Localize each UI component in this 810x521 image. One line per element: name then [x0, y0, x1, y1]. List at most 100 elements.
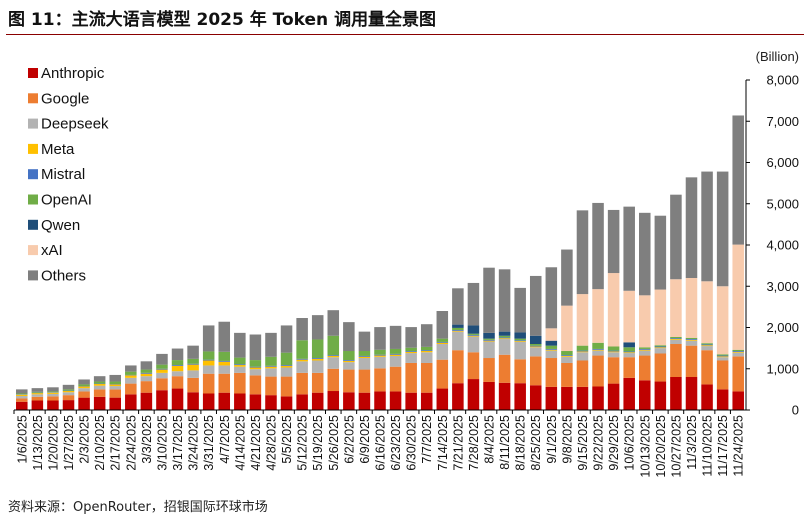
bar-segment-mistral-28	[452, 329, 464, 331]
bar-segment-meta-21	[343, 360, 355, 363]
x-tick-label: 3/10/2025	[155, 415, 169, 471]
bar-segment-mistral-40	[639, 348, 651, 350]
bar-segment-openai-23	[374, 349, 386, 355]
bar-segment-deepseek-5	[93, 385, 106, 390]
bar-segment-mistral-14	[234, 364, 246, 366]
bar-segment-openai-36	[576, 345, 589, 351]
bar-segment-deepseek-42	[670, 339, 682, 345]
bar-segment-meta-31	[498, 338, 511, 340]
source-note: 资料来源：OpenRouter，招银国际环球市场	[8, 500, 268, 515]
bar-segment-google-38	[607, 357, 620, 384]
bar-segment-mistral-23	[374, 354, 386, 356]
legend-label-google: Google	[41, 90, 89, 107]
bar-segment-anthropic-46	[732, 391, 744, 410]
bar-segment-openai-45	[716, 354, 729, 356]
legend-swatch-anthropic	[28, 68, 38, 78]
x-tick-label: 4/21/2025	[249, 415, 263, 471]
bar-segment-others-21	[343, 322, 355, 352]
bar-segment-anthropic-9	[156, 390, 168, 410]
bar-segment-anthropic-39	[623, 377, 635, 410]
bar-segment-xai-39	[623, 290, 635, 343]
bar-segment-anthropic-29	[467, 379, 480, 410]
x-tick-label: 1/20/2025	[46, 415, 60, 471]
bar-segment-google-32	[514, 359, 526, 384]
x-tick-label: 2/3/2025	[78, 415, 92, 464]
x-tick-label: 4/28/2025	[264, 415, 278, 471]
x-tick-label: 1/27/2025	[62, 415, 76, 471]
bar-segment-google-11	[187, 377, 199, 393]
bar-segment-deepseek-12	[202, 365, 215, 374]
bar-segment-openai-1	[31, 391, 44, 393]
bar-segment-openai-40	[639, 347, 651, 349]
bar-segment-openai-11	[187, 358, 199, 364]
bar-segment-mistral-17	[280, 365, 293, 366]
bar-segment-google-36	[576, 360, 589, 387]
bar-segment-google-2	[47, 396, 59, 401]
bar-segment-deepseek-31	[498, 339, 511, 355]
bar-segment-google-20	[327, 368, 340, 392]
bar-segment-openai-22	[358, 351, 371, 356]
bar-segment-others-27	[436, 311, 449, 339]
title-divider	[6, 34, 804, 35]
bar-segment-deepseek-16	[265, 368, 277, 377]
bar-segment-openai-30	[483, 338, 495, 340]
bar-segment-google-26	[420, 362, 433, 393]
bar-segment-qwen-31	[498, 331, 511, 336]
bar-segment-others-18	[296, 318, 308, 341]
bar-segment-mistral-8	[140, 372, 153, 374]
bar-segment-anthropic-38	[607, 383, 620, 410]
bar-segment-google-22	[358, 369, 371, 393]
x-tick-label: 9/15/2025	[576, 415, 590, 471]
bar-segment-openai-17	[280, 352, 293, 366]
bar-segment-others-3	[62, 384, 75, 390]
bar-segment-anthropic-45	[716, 389, 729, 411]
bar-segment-meta-30	[483, 340, 495, 342]
bar-segment-google-6	[109, 389, 121, 398]
bar-segment-mistral-20	[327, 355, 340, 356]
bar-segment-anthropic-23	[374, 391, 386, 410]
bar-segment-google-27	[436, 359, 449, 389]
bar-segment-others-8	[140, 361, 153, 370]
bar-segment-deepseek-35	[561, 356, 573, 363]
bar-segment-google-40	[639, 355, 651, 381]
bar-segment-others-17	[280, 325, 293, 353]
bar-segment-deepseek-29	[467, 336, 480, 353]
bar-segment-mistral-10	[171, 365, 184, 366]
bar-segment-google-0	[16, 398, 28, 402]
bar-segment-google-10	[171, 376, 184, 389]
bar-segment-deepseek-30	[483, 341, 495, 359]
bar-segment-meta-23	[374, 355, 386, 357]
bar-segment-mistral-46	[732, 351, 744, 352]
y-tick-label: 3,000	[766, 279, 799, 294]
bar-segment-others-32	[514, 287, 526, 333]
bar-segment-deepseek-10	[171, 371, 184, 377]
legend-label-openai: OpenAI	[41, 192, 92, 209]
bar-segment-anthropic-3	[62, 400, 75, 410]
bar-segment-openai-37	[592, 342, 604, 349]
bar-segment-mistral-39	[623, 351, 635, 353]
bar-segment-google-18	[296, 372, 308, 395]
bar-segment-openai-38	[607, 346, 620, 351]
x-tick-label: 3/17/2025	[171, 415, 185, 471]
bar-segment-others-12	[202, 325, 215, 352]
bar-segment-mistral-11	[187, 363, 199, 365]
bar-segment-deepseek-24	[389, 355, 402, 367]
bar-segment-others-9	[156, 353, 168, 365]
bar-segment-xai-42	[670, 279, 682, 337]
bar-segment-google-1	[31, 396, 44, 401]
bar-segment-meta-4	[78, 386, 90, 389]
bar-segment-anthropic-12	[202, 393, 215, 410]
x-tick-label: 2/24/2025	[124, 415, 138, 471]
x-tick-label: 4/14/2025	[233, 415, 247, 471]
bar-segment-others-22	[358, 331, 371, 352]
bar-segment-google-17	[280, 376, 293, 397]
bar-segment-openai-28	[452, 327, 464, 330]
x-tick-label: 3/3/2025	[140, 415, 154, 464]
bar-segment-openai-2	[47, 391, 59, 393]
bar-segment-others-7	[125, 365, 137, 372]
bar-segment-mistral-9	[156, 368, 168, 370]
bar-segment-anthropic-18	[296, 394, 308, 410]
bar-segment-others-19	[311, 315, 324, 340]
bar-segment-mistral-27	[436, 341, 449, 343]
bar-segment-openai-34	[545, 345, 558, 349]
